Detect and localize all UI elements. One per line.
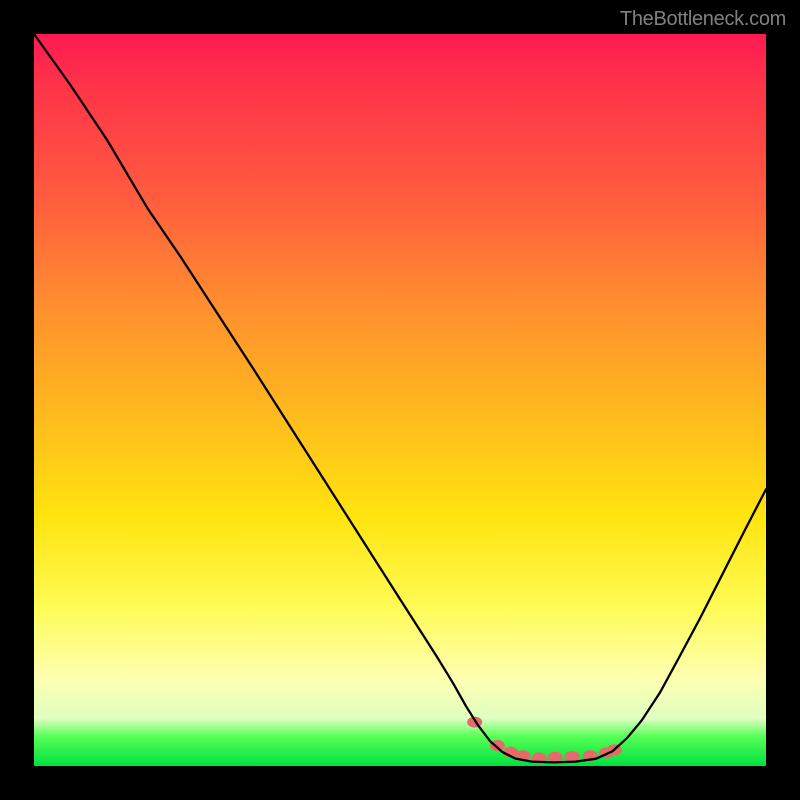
chart-container: TheBottleneck.com — [0, 0, 800, 800]
bottleneck-marker — [565, 751, 579, 761]
watermark-text: TheBottleneck.com — [620, 8, 786, 31]
bottleneck-markers — [468, 717, 622, 763]
plot-area — [34, 34, 766, 766]
performance-curve — [34, 34, 766, 762]
bottleneck-marker — [548, 752, 562, 762]
curve-layer — [34, 34, 766, 766]
